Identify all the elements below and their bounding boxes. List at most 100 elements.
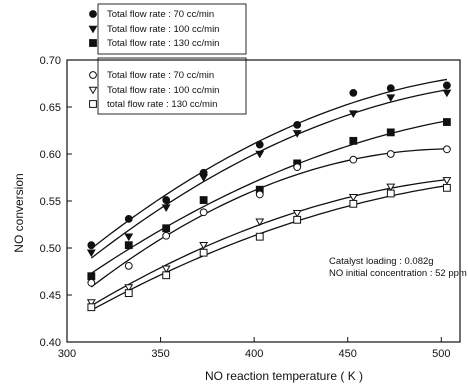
data-point [255, 150, 265, 159]
legend-entry: Total flow rate : 70 cc/min [89, 70, 214, 81]
series-2-points [86, 89, 452, 258]
legend-box-open [97, 57, 247, 115]
data-point [386, 128, 395, 137]
data-point [348, 110, 358, 118]
data-point [386, 94, 396, 102]
data-point [255, 190, 264, 199]
data-point [443, 81, 451, 90]
y-tick-label: 0.55 [40, 196, 61, 208]
data-point [161, 204, 171, 212]
data-point [255, 140, 264, 149]
data-point [162, 224, 171, 233]
data-point [349, 155, 358, 164]
y-axis-title: NO conversion [12, 173, 26, 252]
fit-curve-series-5 [90, 179, 447, 307]
annotation-initial-concentration: NO initial concentration : 52 ppm [329, 268, 467, 279]
x-tick-label: 450 [339, 348, 357, 360]
data-point [443, 183, 451, 192]
data-point [349, 136, 358, 145]
legend-marker [89, 100, 97, 108]
y-tick-label: 0.60 [40, 149, 61, 161]
x-tick-label: 300 [58, 348, 76, 360]
legend-box-filled [97, 3, 247, 55]
data-point [386, 189, 395, 198]
legend-entry: Total flow rate : 100 cc/min [88, 85, 219, 96]
data-point [349, 199, 358, 208]
data-point [162, 196, 171, 204]
data-point [124, 289, 133, 298]
y-tick-label: 0.65 [40, 102, 61, 114]
data-point [199, 196, 208, 204]
series-4-points [87, 145, 451, 287]
data-point [255, 232, 264, 241]
x-tick-label: 350 [151, 348, 169, 360]
data-points [86, 81, 452, 312]
legend-label: total flow rate : 130 cc/min [107, 99, 217, 110]
data-point [162, 231, 171, 240]
legend-entry: total flow rate : 130 cc/min [89, 99, 217, 110]
data-point [124, 233, 134, 242]
data-point [348, 194, 358, 202]
fit-curve-series-6 [91, 184, 447, 311]
data-point [199, 248, 208, 257]
legend-label: Total flow rate : 70 cc/min [107, 70, 214, 81]
data-point [87, 272, 96, 281]
x-axis-title: NO reaction temperature ( K ) [205, 369, 363, 383]
data-point [124, 241, 133, 250]
data-point [86, 299, 96, 307]
data-point [124, 261, 133, 270]
legend-entry: Total flow rate : 130 cc/min [89, 38, 219, 49]
data-point [87, 278, 96, 287]
data-point [162, 271, 171, 280]
legend: Total flow rate : 70 cc/min Total flow ra… [88, 3, 247, 115]
data-point [442, 89, 452, 98]
data-point [199, 241, 209, 250]
series-5-points [86, 177, 452, 307]
data-point [87, 241, 96, 250]
data-point [199, 208, 208, 217]
y-tick-label: 0.50 [40, 243, 61, 255]
legend-label: Total flow rate : 130 cc/min [107, 38, 219, 49]
data-point [386, 150, 395, 158]
fit-curve-series-2 [90, 89, 448, 259]
data-point [293, 163, 302, 172]
data-point [443, 145, 451, 154]
fit-curve-series-1 [90, 78, 448, 250]
legend-label: Total flow rate : 100 cc/min [107, 85, 219, 96]
x-tick-label: 500 [432, 348, 450, 360]
data-point [86, 249, 96, 258]
data-point [386, 84, 395, 93]
data-point [124, 284, 134, 292]
series-6-points [87, 183, 451, 312]
y-tick-label: 0.70 [40, 55, 61, 67]
axes: 300 350 400 450 500 0.40 0.45 0.50 0.55 0.60 0.65 0… [40, 55, 461, 360]
y-tick-label: 0.40 [40, 337, 61, 349]
y-tick-label: 0.45 [40, 290, 61, 302]
data-point [292, 210, 302, 218]
x-tick-label: 400 [245, 348, 263, 360]
legend-label: Total flow rate : 100 cc/min [107, 24, 219, 35]
annotation-catalyst-loading: Catalyst loading : 0.082g [329, 256, 434, 267]
data-point [293, 120, 302, 129]
data-point [442, 177, 452, 185]
data-point [349, 89, 358, 97]
legend-marker [88, 25, 98, 34]
legend-entry: Total flow rate : 70 cc/min [89, 9, 214, 20]
data-point [293, 215, 302, 224]
legend-marker [89, 71, 97, 79]
data-point [199, 174, 209, 182]
data-point [161, 265, 171, 274]
data-point [124, 214, 133, 223]
data-point [87, 303, 96, 312]
legend-entry: Total flow rate : 100 cc/min [88, 24, 219, 35]
data-point [386, 183, 396, 192]
legend-marker [89, 10, 97, 18]
legend-label: Total flow rate : 70 cc/min [107, 9, 214, 20]
data-point [255, 218, 265, 227]
data-point [292, 130, 302, 138]
legend-marker [88, 86, 98, 95]
data-point [443, 118, 451, 126]
legend-marker [89, 39, 97, 47]
